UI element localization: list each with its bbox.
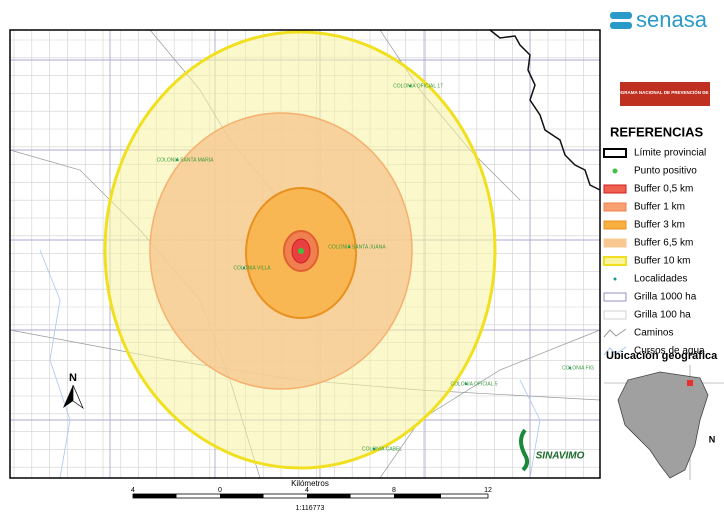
legend-label: Cursos de agua [634, 346, 705, 357]
legend-label: Punto positivo [634, 166, 697, 177]
locator-title: Ubicación geográfica [606, 350, 718, 362]
legend-swatch [603, 328, 627, 338]
locality [408, 84, 412, 88]
legend-swatch [603, 292, 627, 302]
legend-label: Buffer 3 km [634, 220, 685, 231]
province-boundary [489, 29, 601, 191]
legend-label: Caminos [634, 328, 673, 339]
legend-swatch [612, 168, 618, 174]
locality [464, 382, 468, 386]
road [379, 329, 601, 479]
locality [568, 366, 572, 370]
place-labels: COLONIA OFICIAL 17 COLONIA SANTA MARIA COL… [157, 83, 595, 452]
scale-segment [394, 494, 441, 498]
place-label: COLONIA FIG [562, 365, 594, 371]
legend-swatch [603, 220, 627, 230]
legend: Límite provincial Punto positivo Buffer 0,… [603, 148, 706, 357]
locality [242, 266, 246, 270]
legend-swatch [603, 310, 627, 320]
scale-tick: 4 [305, 487, 309, 494]
scale-segment [133, 494, 177, 498]
locality [372, 447, 376, 451]
province-shape [617, 371, 709, 479]
north-label: N [69, 372, 77, 384]
locator-north: N [709, 434, 716, 444]
rivers [39, 249, 541, 479]
scale-segment [307, 494, 351, 498]
locality [347, 245, 351, 249]
north-arrow: N [63, 372, 84, 409]
scale-tick: 4 [131, 487, 135, 494]
scale-tick: 8 [392, 487, 396, 494]
scale-bar: Kilómetros 1:116773 4 0 4 8 12 [131, 479, 492, 512]
river [519, 379, 541, 479]
place-label: COLONIA VILLA [233, 265, 271, 271]
scale-tick: 0 [218, 487, 222, 494]
legend-label: Buffer 6,5 km [634, 238, 693, 249]
north-shape [72, 384, 84, 409]
scale-unit: Kilómetros [291, 479, 329, 488]
scale-ratio: 1:116773 [296, 505, 325, 512]
place-label: COLONIA SANTA JUANA [328, 244, 386, 250]
legend-label: Límite provincial [634, 148, 706, 159]
place-label: COLONIA SANTA MARIA [157, 157, 215, 163]
legend-title: REFERENCIAS [610, 124, 704, 139]
legend-label: Grilla 100 ha [634, 310, 691, 321]
legend-swatch [613, 277, 617, 281]
legend-label: Buffer 10 km [634, 256, 691, 267]
legend-label: Grilla 1000 ha [634, 292, 697, 303]
logo-text: SINAVIMO [536, 451, 585, 462]
brand-icon [610, 12, 632, 19]
program-badge [620, 82, 710, 106]
legend-swatch [603, 238, 627, 248]
scale-tick: 12 [484, 487, 492, 494]
positive-point [298, 248, 304, 254]
program-text: PROGRAMA NACIONAL DE PREVENCIÓN DE HLB [611, 88, 720, 95]
legend-label: Buffer 1 km [634, 202, 685, 213]
place-label: COLONIA OFICIAL 5 [450, 381, 497, 387]
legend-label: Buffer 0,5 km [634, 184, 693, 195]
legend-swatch [603, 202, 627, 212]
legend-swatch [603, 148, 627, 158]
map-border [9, 29, 601, 479]
legend-swatch [603, 346, 627, 356]
location-marker [687, 380, 693, 386]
river [39, 249, 71, 479]
north-shape [63, 385, 73, 408]
legend-swatch [603, 184, 627, 194]
place-label: COLONIA CABEL [362, 446, 402, 452]
place-label: COLONIA OFICIAL 17 [393, 83, 443, 89]
scale-segment [220, 494, 264, 498]
brand: senasa [636, 7, 708, 32]
locator-map: N [604, 365, 724, 480]
legend-label: Localidades [634, 274, 687, 285]
locality [175, 158, 179, 162]
legend-swatch [603, 256, 627, 266]
brand-icon [610, 22, 632, 29]
sinavimo-logo: SINAVIMO [519, 428, 585, 472]
header: senasa PROGRAMA NACIONAL DE PREVENCIÓN D… [610, 7, 720, 106]
logo-icon [519, 428, 530, 472]
